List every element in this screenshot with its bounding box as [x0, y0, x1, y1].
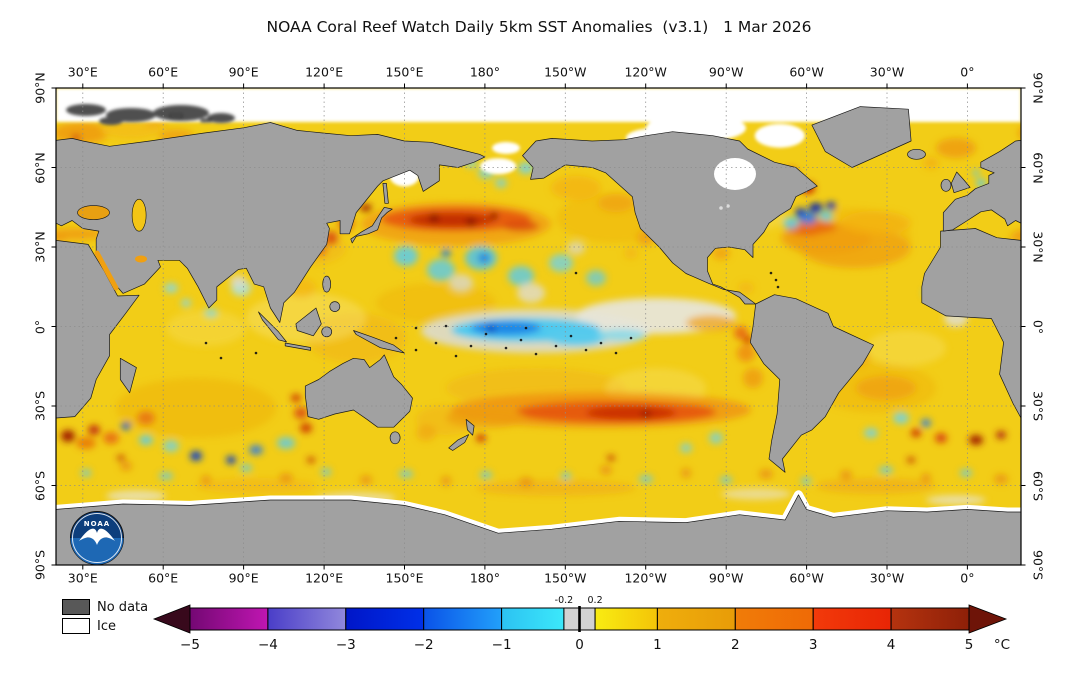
lat-tick-label-right: 0°: [1030, 319, 1046, 334]
lon-tick-label-bottom: 0°: [960, 570, 975, 586]
lon-tick-label-top: 90°E: [228, 64, 259, 80]
colorbar-segment: [656, 607, 736, 631]
lon-tick-label-bottom: 30°W: [869, 570, 905, 586]
lat-tick-label-left: 60°S: [32, 470, 48, 501]
no-data-swatch: [62, 599, 90, 615]
caspian-sea: [131, 198, 147, 232]
colorbar-right-arrow: [968, 604, 1008, 634]
lon-tick-label-bottom: 120°W: [624, 570, 667, 586]
lon-tick-label-bottom: 90°E: [228, 570, 259, 586]
hudson-bay: [714, 158, 756, 190]
colorbar-segment: [423, 607, 503, 631]
no-data-label: No data: [97, 599, 149, 615]
lon-tick-label-top: 60°E: [148, 64, 179, 80]
colorbar-segment: [812, 607, 892, 631]
colorbar-tick-label: 5: [965, 637, 974, 653]
colorbar-segment: [189, 607, 269, 631]
axis-ticks: [51, 83, 1026, 570]
world-map: NOAA: [51, 83, 1026, 570]
lon-tick-label-bottom: 180°: [469, 570, 500, 586]
graticule-grid: [56, 88, 1021, 565]
lon-tick-label-top: 30°W: [869, 64, 905, 80]
lon-tick-label-bottom: 150°W: [544, 570, 587, 586]
map-frame: [55, 87, 1022, 566]
colorbar-tick-label: −1: [492, 637, 512, 653]
lat-tick-label-left: 0°: [32, 319, 48, 334]
lat-tick-label-right: 60°S: [1030, 470, 1046, 501]
lon-tick-label-bottom: 120°E: [305, 570, 344, 586]
no-data-patches: [66, 104, 235, 125]
colorbar-unit-label: °C: [994, 637, 1010, 653]
lat-tick-label-left: 30°S: [32, 390, 48, 422]
lon-tick-label-bottom: 90°W: [708, 570, 744, 586]
black-sea: [77, 205, 110, 220]
colorbar-tick-label: 3: [809, 637, 818, 653]
lon-tick-label-bottom: 150°E: [385, 570, 424, 586]
colorbar-tick-label: 0: [575, 637, 584, 653]
ice-swatch: [62, 618, 90, 634]
colorbar-segment: [594, 607, 658, 631]
colorbar-tick-label: −2: [414, 637, 434, 653]
colorbar-segment: [267, 607, 347, 631]
colorbar-segment: [345, 607, 425, 631]
colorbar-tick-label: −4: [258, 637, 278, 653]
lon-tick-label-top: 120°E: [305, 64, 344, 80]
inland-seas: [77, 158, 1021, 291]
lat-tick-label-right: 90°S: [1030, 549, 1046, 581]
lat-tick-label-left: 90°N: [32, 72, 48, 104]
colorbar-left-arrow: [152, 604, 191, 634]
red-sea: [94, 250, 119, 291]
noaa-gull-icon: [79, 528, 115, 545]
noaa-logo-ring: [72, 513, 122, 563]
lon-tick-label-top: 150°E: [385, 64, 424, 80]
lon-tick-label-top: 120°W: [624, 64, 667, 80]
ice-label: Ice: [97, 618, 116, 634]
colorbar-segment: [890, 607, 970, 631]
lon-tick-label-bottom: 60°W: [789, 570, 824, 586]
lat-tick-label-right: 90°N: [1030, 72, 1046, 104]
lon-tick-label-top: 90°W: [708, 64, 744, 80]
colorbar-segment: [734, 607, 814, 631]
noaa-logo-lower: [70, 538, 124, 565]
colorbar-scale: -0.2 0.2 −5 −4 −3 −2 −1 0 1 2 3 4 5 °C: [152, 595, 1010, 653]
lat-tick-label-right: 30°N: [1030, 231, 1046, 263]
colorbar-tick-label: −5: [180, 637, 200, 653]
lat-tick-label-left: 60°N: [32, 151, 48, 184]
lat-tick-label-right: 60°N: [1030, 151, 1046, 184]
lon-tick-label-top: 0°: [960, 64, 975, 80]
lon-tick-label-top: 180°: [469, 64, 500, 80]
persian-gulf: [135, 255, 147, 263]
noaa-logo: NOAA: [70, 511, 124, 565]
chart-title: NOAA Coral Reef Watch Daily 5km SST Anom…: [266, 18, 812, 36]
colorbar-tick-label: 1: [653, 637, 662, 653]
colorbar-tick-label: 2: [731, 637, 740, 653]
colorbar-tick-label: 4: [887, 637, 896, 653]
lon-tick-label-top: 60°W: [789, 64, 824, 80]
lon-tick-label-bottom: 30°E: [67, 570, 98, 586]
lat-tick-label-right: 30°S: [1030, 390, 1046, 422]
colorbar-tick-label: −3: [336, 637, 356, 653]
island-dots: [204, 271, 780, 360]
colorbar-segment: [501, 607, 565, 631]
lon-tick-label-top: 150°W: [544, 64, 587, 80]
colorbar-inner-tick-label: 0.2: [588, 595, 603, 606]
lat-tick-label-left: 30°N: [32, 231, 48, 263]
colorbar-inner-tick-label: -0.2: [555, 595, 574, 606]
map-legend: No data Ice: [62, 599, 148, 637]
colorbar-zero-line: [578, 606, 581, 632]
lat-tick-label-left: 90°S: [32, 549, 48, 581]
noaa-logo-text: NOAA: [84, 520, 110, 528]
legend-item-ice: Ice: [62, 618, 148, 634]
legend-item-no-data: No data: [62, 599, 148, 615]
lon-tick-label-bottom: 60°E: [148, 570, 179, 586]
lon-tick-label-top: 30°E: [67, 64, 98, 80]
